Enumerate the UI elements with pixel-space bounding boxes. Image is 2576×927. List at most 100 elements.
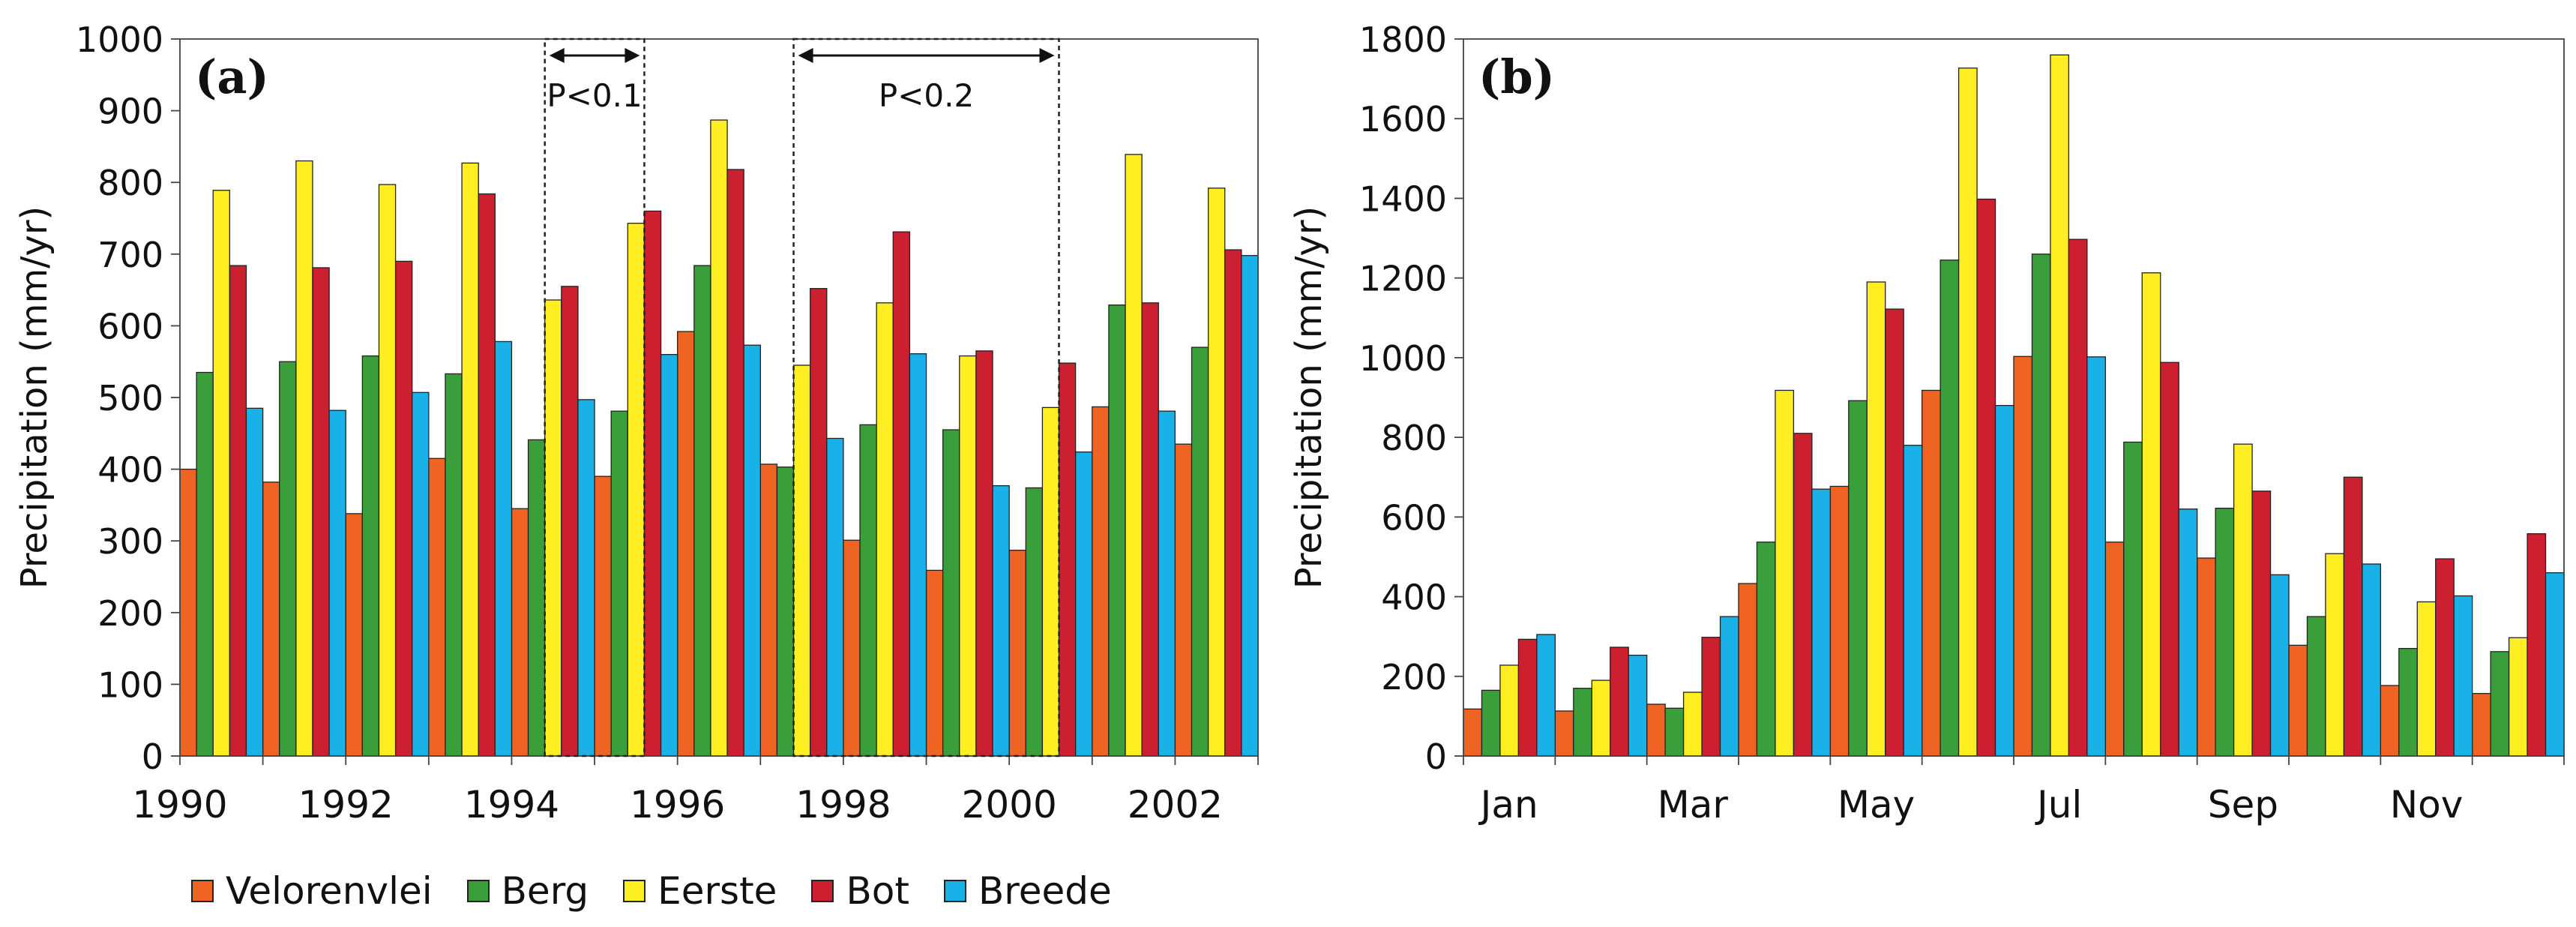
- chart-a-ytick-label-1000: 1000: [76, 20, 163, 60]
- chart-a-bar-bot-2002: [1224, 249, 1242, 757]
- chart-b-bar-berg-may: [1848, 400, 1868, 757]
- chart-a-annotation-arrowhead-right-2: [1039, 48, 1055, 63]
- chart-a-bar-eerste-1998: [876, 302, 894, 757]
- chart-b-ytick-label-600: 600: [1381, 497, 1447, 538]
- chart-b-bar-breede-may: [1903, 445, 1923, 757]
- chart-b-bar-eerste-sep: [2233, 443, 2253, 757]
- chart-b-ytick-label-400: 400: [1381, 578, 1447, 618]
- chart-b-bar-eerste-may: [1866, 281, 1886, 757]
- chart-a-bar-berg-1997: [776, 466, 795, 757]
- chart-b-bar-velorenvlei-may: [1829, 485, 1850, 757]
- chart-b-bar-velorenvlei-nov: [2380, 685, 2400, 757]
- chart-a-xtick-label-1990: 1990: [132, 783, 227, 826]
- chart-a-bar-velorenvlei-1995: [594, 476, 612, 757]
- chart-b-bar-bot-jun: [1976, 198, 1996, 757]
- chart-b-bar-bot-mar: [1701, 637, 1721, 757]
- chart-a-bar-velorenvlei-1996: [677, 331, 695, 757]
- chart-a-bar-velorenvlei-1994: [511, 508, 529, 757]
- chart-b-xtick-label-sep: Sep: [2208, 783, 2278, 826]
- chart-b-bar-breede-feb: [1628, 654, 1648, 757]
- chart-a-annotation-box-1: [544, 38, 645, 758]
- chart-b-bar-velorenvlei-jun: [1922, 389, 1941, 757]
- chart-b-bar-berg-nov: [2398, 647, 2418, 757]
- chart-b-bar-eerste-mar: [1682, 692, 1703, 757]
- chart-b-bar-bot-sep: [2251, 490, 2272, 757]
- chart-a-bar-bot-1996: [726, 169, 744, 757]
- chart-a-bar-velorenvlei-1998: [843, 539, 861, 757]
- chart-a-xtick-label-2000: 2000: [962, 783, 1057, 826]
- chart-b-ytick-label-1400: 1400: [1359, 178, 1447, 219]
- chart-b-bar-berg-jun: [1939, 260, 1960, 757]
- legend-label-eerste: Eerste: [657, 869, 777, 913]
- chart-a-bar-breede-1999: [992, 484, 1010, 757]
- legend-label-breede: Breede: [978, 869, 1112, 913]
- chart-b-bar-eerste-dec: [2508, 637, 2528, 757]
- chart-a-bar-bot-1991: [312, 267, 330, 757]
- chart-a-annotation-box-2: [792, 38, 1060, 758]
- chart-b-bar-breede-jul: [2086, 356, 2106, 757]
- chart-a-bar-berg-2001: [1108, 304, 1126, 757]
- chart-b-xtick-label-may: May: [1838, 783, 1915, 826]
- chart-b-bar-eerste-oct: [2325, 553, 2345, 757]
- chart-a-bar-velorenvlei-1993: [428, 458, 446, 757]
- legend-label-velorenvlei: Velorenvlei: [226, 869, 433, 913]
- chart-a-ytick-label-900: 900: [97, 92, 163, 132]
- legend-item-eerste: Eerste: [623, 869, 777, 913]
- chart-b-bar-velorenvlei-aug: [2104, 542, 2125, 757]
- chart-a-bar-eerste-2001: [1125, 154, 1143, 757]
- chart-a-bar-breede-2001: [1158, 410, 1176, 757]
- chart-a-bar-breede-1993: [494, 340, 513, 757]
- chart-b-bar-velorenvlei-feb: [1554, 710, 1574, 757]
- chart-a-xtick-label-2002: 2002: [1128, 783, 1223, 826]
- chart-b-bar-breede-aug: [2178, 508, 2198, 757]
- chart-a-bar-velorenvlei-2000: [1008, 549, 1026, 757]
- chart-a-bar-breede-2002: [1241, 255, 1259, 757]
- chart-b-xtick-label-jan: Jan: [1478, 783, 1538, 826]
- chart-a-bar-berg-2002: [1191, 346, 1209, 757]
- chart-b-bar-breede-apr: [1811, 488, 1831, 757]
- legend-item-breede: Breede: [943, 869, 1112, 913]
- chart-b-bar-breede-mar: [1719, 616, 1739, 757]
- chart-a-bar-berg-1991: [279, 361, 297, 757]
- chart-a-bar-eerste-2000: [1041, 406, 1060, 757]
- chart-b-xtick-label-jul: Jul: [2035, 783, 2082, 826]
- chart-a-bar-bot-1992: [394, 260, 413, 757]
- chart-b-bar-bot-feb: [1610, 646, 1629, 757]
- chart-b-bar-berg-dec: [2490, 651, 2510, 757]
- chart-b-bar-velorenvlei-sep: [2197, 557, 2216, 757]
- chart-b-bar-breede-oct: [2362, 563, 2381, 757]
- legend-item-berg: Berg: [466, 869, 589, 913]
- chart-a-bar-eerste-1991: [295, 160, 313, 757]
- chart-a-bar-eerste-1997: [792, 364, 811, 757]
- chart-a-bar-bot-1993: [478, 193, 496, 757]
- chart-a-bar-berg-1995: [610, 410, 628, 757]
- chart-a-bar-bot-2001: [1141, 302, 1159, 757]
- chart-a-bar-berg-2000: [1025, 487, 1044, 757]
- chart-a-annotation-p-0-1: P<0.1: [544, 38, 645, 758]
- chart-a-bar-berg-1992: [361, 355, 380, 757]
- chart-a-bar-velorenvlei-2002: [1174, 443, 1193, 757]
- chart-b-bar-velorenvlei-oct: [2288, 644, 2308, 757]
- chart-a-bar-eerste-1999: [959, 355, 977, 757]
- chart-b-bar-velorenvlei-dec: [2472, 692, 2491, 757]
- chart-b-bar-eerste-nov: [2416, 601, 2437, 757]
- chart-a-bar-bot-1995: [643, 210, 662, 757]
- chart-a-precipitation-by-year: 0 100 200 300 400 500 600 700 800 900 1000 1990 1992…: [13, 20, 1259, 826]
- chart-b-bar-berg-feb: [1573, 688, 1592, 757]
- chart-a-bar-velorenvlei-1999: [925, 569, 944, 757]
- chart-a-ytick-label-400: 400: [97, 450, 163, 490]
- chart-b-ylabel: Precipitation (mm/yr): [1288, 206, 1330, 590]
- chart-a-bar-berg-1996: [693, 265, 711, 757]
- chart-a-bar-eerste-1990: [212, 190, 231, 757]
- chart-a-bar-bot-2000: [1058, 362, 1077, 757]
- chart-b-bar-breede-dec: [2545, 572, 2565, 757]
- chart-b-bar-bot-aug: [2160, 362, 2179, 757]
- chart-b-bar-berg-jan: [1481, 689, 1501, 757]
- chart-a-bar-breede-1997: [826, 437, 844, 757]
- chart-a-bar-eerste-1995: [627, 223, 645, 757]
- chart-a-bar-breede-1998: [909, 353, 927, 757]
- chart-b-bar-eerste-jan: [1499, 664, 1520, 757]
- chart-a-bar-breede-1990: [245, 407, 264, 757]
- chart-a-bar-breede-1992: [412, 392, 430, 757]
- chart-b-ytick-label-1600: 1600: [1359, 99, 1447, 140]
